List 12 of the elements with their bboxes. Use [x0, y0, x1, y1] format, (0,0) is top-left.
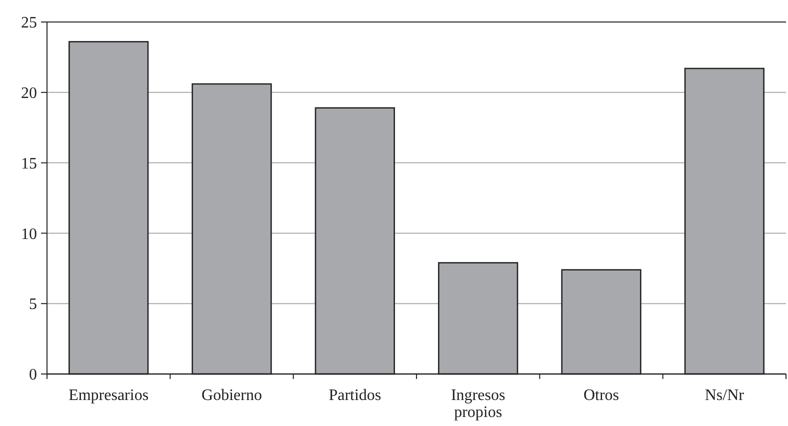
x-tick-label: Empresarios: [68, 387, 149, 404]
y-tick-label: 20: [21, 85, 37, 102]
y-tick-label: 10: [21, 226, 37, 243]
y-tick-label: 15: [21, 155, 37, 172]
x-tick-label: Ns/Nr: [704, 387, 745, 404]
y-tick-label: 5: [29, 296, 37, 314]
y-tick-label: 0: [29, 366, 37, 384]
x-tick-label: Ingresos propios: [450, 387, 506, 421]
x-tick-label: Otros: [583, 387, 620, 404]
x-tick-label: Gobierno: [202, 387, 262, 404]
x-tick-label: Partidos: [328, 387, 382, 404]
y-tick-label: 25: [21, 14, 37, 32]
